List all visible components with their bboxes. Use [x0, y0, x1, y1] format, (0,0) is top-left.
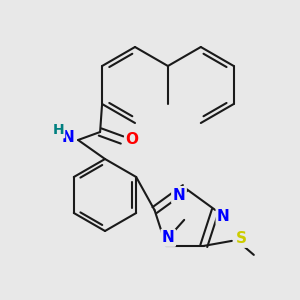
Text: N: N — [62, 130, 74, 146]
Text: N: N — [217, 208, 230, 224]
Text: H: H — [52, 123, 64, 137]
Text: S: S — [236, 231, 247, 246]
Text: O: O — [126, 133, 139, 148]
Text: N: N — [162, 230, 175, 245]
Text: N: N — [172, 188, 185, 202]
